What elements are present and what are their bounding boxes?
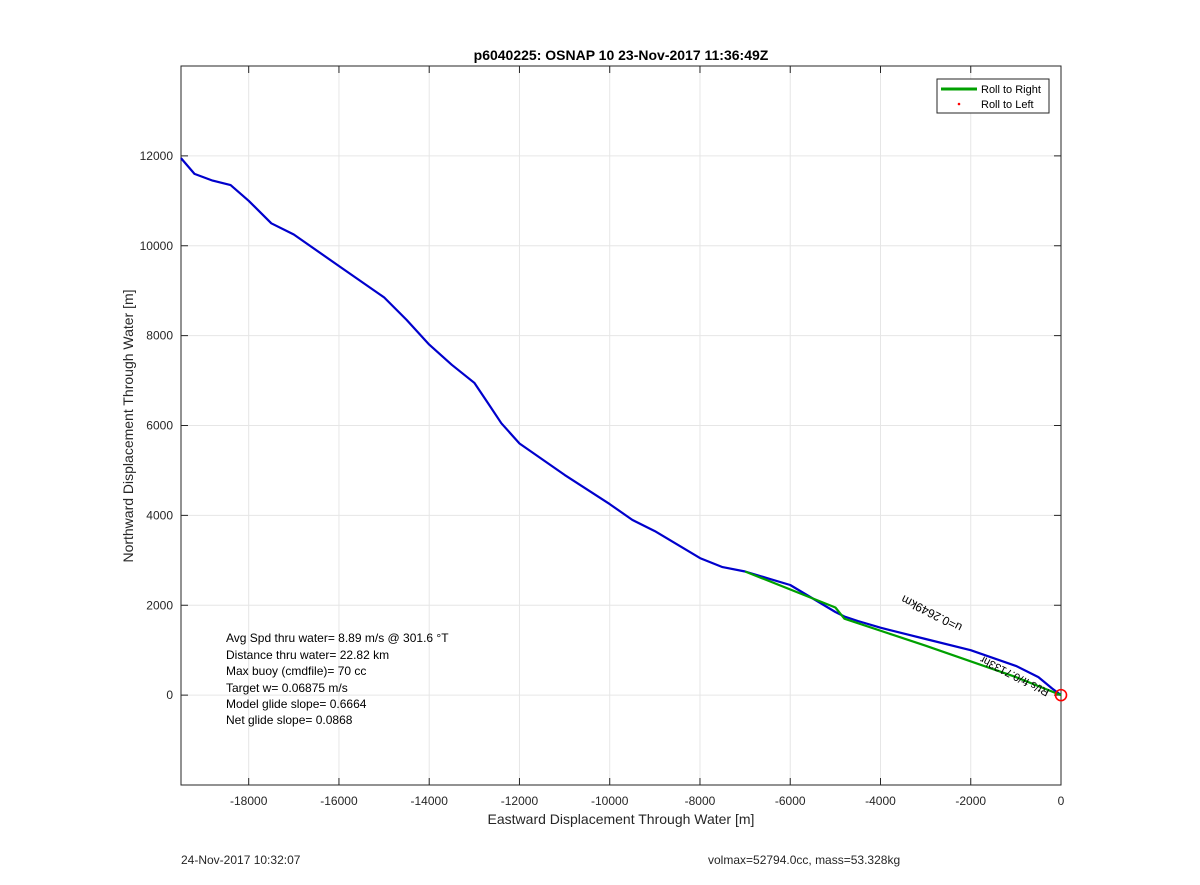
x-tick-label: -14000 [411,794,449,808]
x-axis-label: Eastward Displacement Through Water [m] [488,811,755,827]
x-tick-label: -4000 [865,794,896,808]
legend-label-roll-right: Roll to Right [981,84,1041,96]
track-line [180,157,1062,696]
grid [181,66,1062,785]
y-tick-label: 0 [166,688,173,702]
x-tick-label: -12000 [501,794,539,808]
x-tick-label: -18000 [230,794,268,808]
stat-avg-speed: Avg Spd thru water= 8.89 m/s @ 301.6 °T [226,631,449,645]
stats-annotation: Avg Spd thru water= 8.89 m/s @ 301.6 °T … [226,631,449,727]
rotated-annotation: u=0.2649km [899,592,965,635]
x-tick-label: -10000 [591,794,629,808]
footer-volmax-mass: volmax=52794.0cc, mass=53.328kg [708,853,901,867]
x-ticks: -18000 -16000 -14000 -12000 -10000 -8000 -6000… [230,66,1065,808]
legend-box [936,78,1050,114]
y-tick-label: 8000 [146,329,173,343]
stat-model-glide: Model glide slope= 0.6664 [226,697,367,711]
x-tick-label: 0 [1058,794,1065,808]
end-marker [1054,688,1068,702]
legend: Roll to Right Roll to Left [936,78,1050,114]
y-tick-label: 12000 [140,149,174,163]
series-group [180,157,1062,697]
chart-title: p6040225: OSNAP 10 23-Nov-2017 11:36:49Z [474,47,769,63]
legend-marker-roll-left [957,102,961,106]
y-tick-label: 4000 [146,508,173,522]
overlap-annotation: Rt/s fr/0.7133hr [978,653,1051,698]
legend-label-roll-left: Roll to Left [981,99,1034,111]
stat-net-glide: Net glide slope= 0.0868 [226,713,353,727]
stat-max-buoy: Max buoy (cmdfile)= 70 cc [226,664,366,678]
y-tick-label: 2000 [146,598,173,612]
y-ticks: 0 2000 4000 6000 8000 10000 12000 [140,149,1061,702]
y-axis-label: Northward Displacement Through Water [m] [120,289,136,562]
y-tick-label: 10000 [140,239,174,253]
footer-timestamp: 24-Nov-2017 10:32:07 [181,853,301,867]
stat-target-w: Target w= 0.06875 m/s [226,681,348,695]
x-tick-label: -2000 [955,794,986,808]
x-tick-label: -8000 [685,794,716,808]
x-tick-label: -16000 [320,794,358,808]
x-tick-label: -6000 [775,794,806,808]
y-tick-label: 6000 [146,419,173,433]
stat-distance: Distance thru water= 22.82 km [226,648,389,662]
roll-right-line [744,570,1062,697]
